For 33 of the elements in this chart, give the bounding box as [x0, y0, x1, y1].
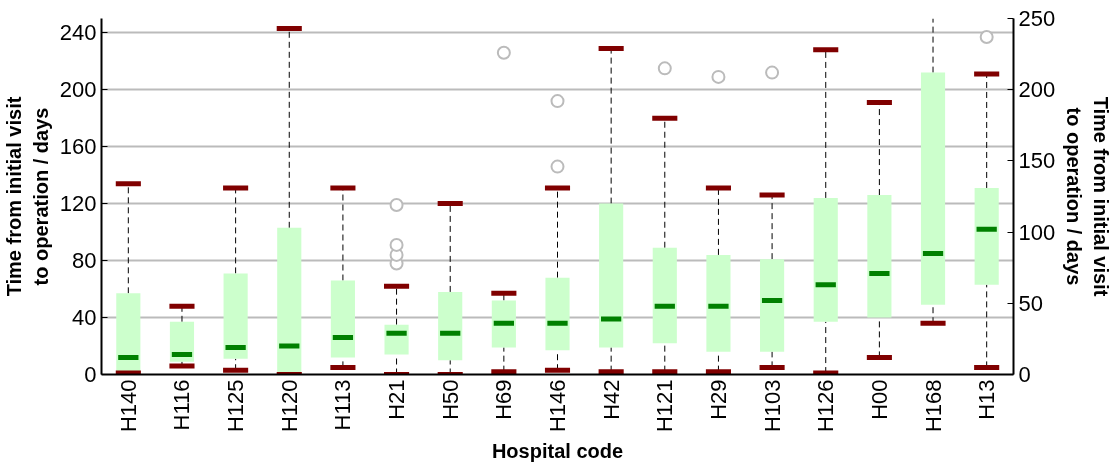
x-tick-label: H50 [437, 379, 463, 420]
x-tick-label: H13 [974, 379, 1000, 420]
y2-tick-label: 50 [1018, 290, 1043, 316]
y2-tick-label: 100 [1018, 219, 1056, 245]
y2-tick-label: 0 [1018, 362, 1031, 387]
x-tick-label: H21 [384, 379, 410, 420]
y-tick-label: 40 [72, 305, 97, 331]
x-tick-label: H126 [813, 379, 839, 433]
x-tick-label: H00 [866, 379, 892, 420]
x-tick-label: H29 [705, 379, 731, 420]
x-tick-label: H120 [276, 379, 302, 433]
y-tick-label: 120 [59, 191, 97, 217]
x-tick-label: H69 [491, 379, 517, 420]
y2-tick-label: 250 [1018, 6, 1056, 31]
x-tick-label: H42 [598, 379, 624, 420]
x-tick-label: H125 [223, 379, 249, 433]
x-tick-label: H140 [115, 379, 141, 433]
x-tick-label: H121 [652, 379, 678, 433]
y2-axis-title: Time from initial visit to operation / days [1063, 96, 1112, 297]
y2-tick-label: 200 [1018, 77, 1056, 103]
y-axis-title: Time from initial visit to operation / days [3, 96, 52, 297]
x-tick-label: H103 [759, 379, 785, 433]
x-tick-label: H116 [169, 379, 195, 431]
x-axis-title: Hospital code [491, 440, 624, 463]
x-tick-label: H146 [545, 379, 570, 433]
y-tick-label: 200 [59, 77, 97, 103]
x-tick-label: H168 [920, 379, 946, 433]
x-tick-label: H113 [330, 379, 356, 431]
y-tick-label: 80 [72, 248, 97, 274]
y2-tick-label: 150 [1018, 148, 1056, 174]
y-tick-label: 0 [84, 362, 97, 387]
y-tick-label: 240 [59, 20, 97, 46]
y-tick-label: 160 [59, 134, 97, 160]
